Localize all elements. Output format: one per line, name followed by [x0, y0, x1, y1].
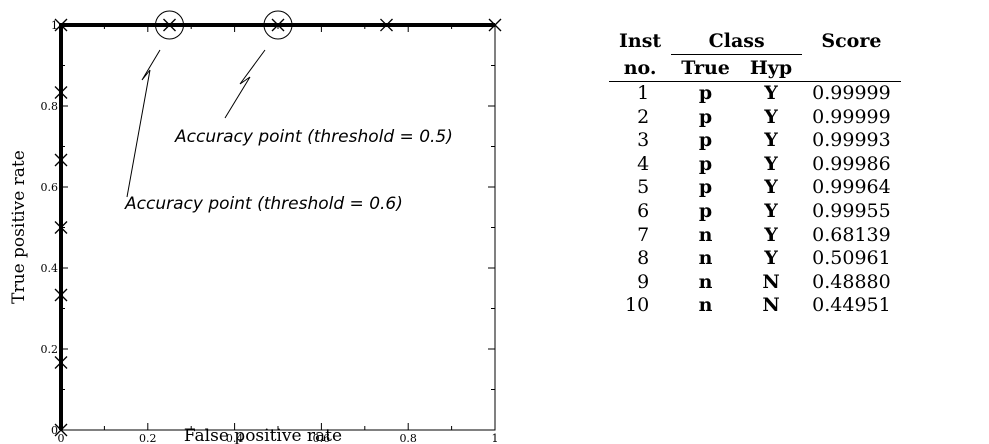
table-row: 1 p Y 0.99999 [609, 82, 901, 106]
cell-score: 0.99986 [812, 152, 891, 175]
y-tick-label: 0.8 [41, 100, 59, 113]
roc-point-marker [488, 18, 502, 32]
results-table: Inst Class Score no. True Hyp 1 p Y 0.99999… [609, 28, 901, 318]
cell-score: 0.50961 [812, 247, 891, 270]
roc-point-marker [54, 153, 68, 167]
cell-true-class: n [698, 294, 713, 317]
x-tick-label: 0.8 [399, 432, 417, 444]
header-inst-no: no. [609, 54, 672, 82]
cell-hyp-class: N [762, 270, 780, 293]
cell-true-class: p [698, 152, 713, 175]
cell-score: 0.44951 [812, 294, 891, 317]
annotations: Accuracy point (threshold = 0.6) Accuracy… [124, 10, 453, 214]
roc-series [54, 18, 502, 437]
cell-inst-no: 10 [625, 294, 650, 317]
cell-score: 0.68139 [812, 223, 891, 246]
cell-true-class: p [698, 129, 713, 152]
cell-inst-no: 6 [637, 199, 650, 222]
table-row: 10 n N 0.44951 [609, 294, 901, 318]
cell-hyp-class: Y [764, 176, 778, 199]
y-tick-label: 0.2 [41, 343, 59, 356]
axis-ticks [60, 24, 496, 431]
table-row: 9 n N 0.48880 [609, 271, 901, 295]
cell-hyp-class: Y [764, 82, 778, 104]
roc-point-marker [163, 18, 176, 32]
cell-inst-no: 7 [637, 223, 650, 246]
cell-hyp-class: Y [764, 199, 778, 222]
cell-hyp-class: Y [764, 105, 778, 128]
roc-point-marker [380, 18, 393, 32]
cell-score: 0.99964 [812, 176, 891, 199]
cell-score: 0.99955 [812, 199, 891, 222]
y-tick-label: 0.4 [41, 262, 59, 275]
cell-inst-no: 9 [637, 270, 650, 293]
x-tick-label: 0 [58, 432, 65, 444]
x-tick-label: 0.6 [313, 432, 331, 444]
cell-score: 0.99999 [812, 82, 891, 104]
table-header-row-2: no. True Hyp [609, 54, 901, 82]
roc-point-marker [54, 356, 68, 369]
table-row: 5 p Y 0.99964 [609, 176, 901, 200]
roc-chart: 0 0.2 0.4 0.6 0.8 1 0 0.2 0.4 0.6 0.8 1 Accuracy po… [9, 10, 502, 444]
table-row: 3 p Y 0.99993 [609, 129, 901, 153]
roc-point-marker [54, 423, 68, 437]
table-row: 2 p Y 0.99999 [609, 106, 901, 130]
accuracy-point-label: Accuracy point (threshold = 0.6) [124, 194, 403, 214]
roc-point-marker [54, 86, 68, 99]
table-row: 7 n Y 0.68139 [609, 224, 901, 248]
cell-inst-no: 5 [637, 176, 650, 199]
y-tick-label: 1 [51, 19, 58, 32]
cell-inst-no: 8 [637, 247, 650, 270]
cell-true-class: n [698, 247, 713, 270]
roc-point-marker [54, 221, 68, 234]
x-tick-label: 1 [492, 432, 499, 444]
header-inst: Inst [619, 30, 662, 53]
cell-hyp-class: N [762, 294, 780, 317]
cell-true-class: n [698, 223, 713, 246]
table-header-row-1: Inst Class Score [609, 28, 901, 55]
annotation-pointer [224, 49, 266, 119]
cell-score: 0.99993 [812, 129, 891, 152]
cell-inst-no: 3 [637, 129, 650, 152]
table-body: 1 p Y 0.99999 2 p Y 0.99999 3 p Y 0.99993 4 p Y 0.99986… [609, 82, 901, 318]
cell-inst-no: 1 [637, 82, 650, 104]
x-axis-title: False positive rate [184, 426, 342, 444]
cell-true-class: n [698, 270, 713, 293]
cell-inst-no: 4 [637, 152, 650, 175]
accuracy-point-circle [155, 10, 184, 40]
x-tick-label: 0.2 [139, 432, 157, 444]
accuracy-point-circle [263, 10, 293, 40]
cell-true-class: p [698, 82, 713, 104]
annotation-pointer [126, 49, 161, 198]
roc-point-marker [54, 288, 68, 302]
header-class: Class [671, 28, 803, 55]
table-row: 6 p Y 0.99955 [609, 200, 901, 224]
roc-point-marker [54, 18, 68, 32]
y-tick-label: 0.6 [41, 181, 59, 194]
axis-tick-labels: 0 0.2 0.4 0.6 0.8 1 0 0.2 0.4 0.6 0.8 1 [41, 19, 499, 444]
y-tick-label: 0 [51, 424, 58, 437]
header-true: True [671, 54, 740, 82]
x-tick-label: 0.4 [226, 432, 244, 444]
table-row: 4 p Y 0.99986 [609, 153, 901, 177]
table-row: 8 n Y 0.50961 [609, 247, 901, 271]
cell-true-class: p [698, 199, 713, 222]
cell-hyp-class: Y [764, 223, 778, 246]
cell-hyp-class: Y [764, 247, 778, 270]
cell-true-class: p [698, 176, 713, 199]
header-score-blank [802, 54, 901, 82]
roc-line [59, 23, 495, 430]
y-axis-title: True positive rate [9, 150, 29, 304]
plot-frame [60, 24, 496, 431]
cell-true-class: p [698, 105, 713, 128]
cell-hyp-class: Y [764, 152, 778, 175]
cell-score: 0.99999 [812, 105, 891, 128]
cell-score: 0.48880 [812, 270, 891, 293]
accuracy-point-label: Accuracy point (threshold = 0.5) [174, 127, 453, 147]
header-score: Score [821, 30, 882, 53]
roc-point-marker [271, 18, 285, 32]
header-hyp: Hyp [739, 54, 803, 82]
cell-hyp-class: Y [764, 129, 778, 152]
cell-inst-no: 2 [637, 105, 650, 128]
